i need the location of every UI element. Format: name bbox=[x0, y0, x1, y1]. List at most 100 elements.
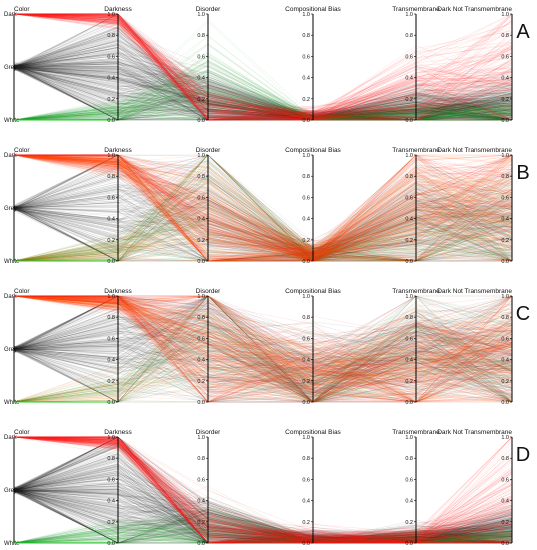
polyline-white bbox=[13, 209, 513, 262]
polyline-grey bbox=[13, 170, 513, 251]
polyline-grey bbox=[13, 348, 513, 403]
polyline-grey bbox=[13, 343, 513, 396]
polyline-grey bbox=[13, 66, 513, 121]
polyline-white bbox=[13, 83, 513, 121]
polyline-grey bbox=[13, 198, 513, 262]
polyline-grey bbox=[13, 64, 513, 121]
polyline-dark bbox=[13, 13, 513, 107]
polyline-grey bbox=[13, 154, 513, 252]
polyline-grey bbox=[13, 68, 513, 121]
polyline-grey bbox=[13, 157, 513, 262]
polyline-dark bbox=[13, 295, 513, 403]
polyline-grey bbox=[13, 154, 513, 260]
polyline-dark bbox=[13, 295, 513, 403]
polyline-grey bbox=[13, 59, 513, 120]
polyline-grey bbox=[13, 60, 513, 121]
polyline-grey bbox=[13, 154, 513, 262]
polyline-grey bbox=[13, 295, 513, 403]
polyline-grey bbox=[13, 68, 513, 119]
polyline-grey bbox=[13, 154, 513, 259]
polyline-grey bbox=[13, 295, 513, 364]
polyline-dark bbox=[13, 13, 513, 117]
polyline-grey bbox=[13, 13, 513, 118]
polyline-grey bbox=[13, 64, 513, 118]
polyline-grey bbox=[13, 165, 513, 254]
polyline-grey bbox=[13, 307, 513, 390]
polyline-dark bbox=[13, 154, 513, 258]
panel-letter: D bbox=[516, 444, 530, 466]
polyline-grey bbox=[13, 38, 513, 121]
polyline-dark bbox=[13, 295, 513, 403]
polyline-dark bbox=[13, 13, 513, 121]
polyline-grey bbox=[13, 295, 513, 403]
polyline-grey bbox=[13, 304, 513, 381]
polyline-grey bbox=[13, 67, 513, 121]
polyline-dark bbox=[13, 154, 513, 262]
polyline-dark bbox=[13, 13, 513, 121]
tick-label: 1.0 bbox=[107, 294, 115, 300]
polyline-grey bbox=[13, 347, 513, 390]
polyline-grey bbox=[13, 295, 513, 403]
polyline-dark bbox=[13, 154, 513, 262]
polyline-grey bbox=[13, 154, 512, 262]
polyline-grey bbox=[13, 154, 513, 258]
polyline-white bbox=[13, 199, 513, 262]
polyline-grey bbox=[13, 196, 513, 262]
polyline-grey bbox=[13, 174, 513, 262]
polyline-white bbox=[13, 102, 513, 121]
polyline-dark bbox=[13, 295, 513, 389]
polyline-grey bbox=[13, 68, 513, 121]
polyline-dark bbox=[13, 295, 513, 371]
tick-label: 0.0 bbox=[501, 541, 509, 547]
polyline-white bbox=[13, 325, 513, 403]
tick-label: 0.8 bbox=[107, 315, 115, 321]
polyline-grey bbox=[13, 349, 513, 403]
polyline-white bbox=[13, 167, 513, 262]
polyline-dark bbox=[13, 13, 513, 117]
polyline-grey bbox=[13, 162, 513, 262]
polyline-grey bbox=[13, 325, 513, 389]
polyline-white bbox=[13, 111, 513, 121]
polyline-dark bbox=[13, 154, 513, 262]
polyline-white bbox=[13, 71, 513, 121]
polyline-grey bbox=[13, 62, 513, 121]
polyline-dark bbox=[13, 13, 513, 121]
polyline-dark bbox=[13, 295, 513, 367]
polyline-grey bbox=[13, 27, 513, 119]
polyline-white bbox=[13, 326, 513, 403]
tick-label: 0.4 bbox=[302, 358, 310, 364]
polyline-grey bbox=[13, 29, 513, 114]
polyline-grey bbox=[13, 325, 513, 403]
polyline-white bbox=[13, 154, 513, 262]
polyline-white bbox=[13, 327, 513, 403]
polyline-white bbox=[13, 299, 513, 403]
polyline-grey bbox=[13, 188, 513, 246]
polyline-dark bbox=[13, 295, 513, 390]
polyline-grey bbox=[13, 167, 513, 262]
tick-label: 0.8 bbox=[107, 33, 115, 39]
polyline-grey bbox=[13, 64, 513, 121]
polyline-white bbox=[13, 105, 513, 121]
polyline-grey bbox=[13, 178, 513, 261]
polyline-grey bbox=[13, 64, 513, 121]
polyline-dark bbox=[13, 13, 513, 121]
polyline-dark bbox=[13, 154, 513, 258]
polyline-white bbox=[13, 78, 513, 121]
polyline-grey bbox=[13, 192, 513, 262]
polyline-grey bbox=[13, 295, 513, 391]
polyline-grey bbox=[13, 154, 513, 250]
polyline-white bbox=[13, 295, 513, 403]
tick-label: 0.8 bbox=[501, 174, 509, 180]
polyline-white bbox=[13, 69, 513, 121]
polyline-white bbox=[13, 195, 513, 262]
polyline-white bbox=[13, 188, 513, 262]
polyline-grey bbox=[13, 295, 513, 381]
polyline-grey bbox=[13, 321, 513, 395]
tick-label: 0.0 bbox=[197, 541, 205, 547]
polyline-white bbox=[13, 172, 513, 262]
polyline-grey bbox=[13, 63, 513, 121]
polyline-grey bbox=[13, 67, 513, 121]
polyline-grey bbox=[13, 295, 513, 362]
polyline-dark bbox=[13, 295, 513, 356]
